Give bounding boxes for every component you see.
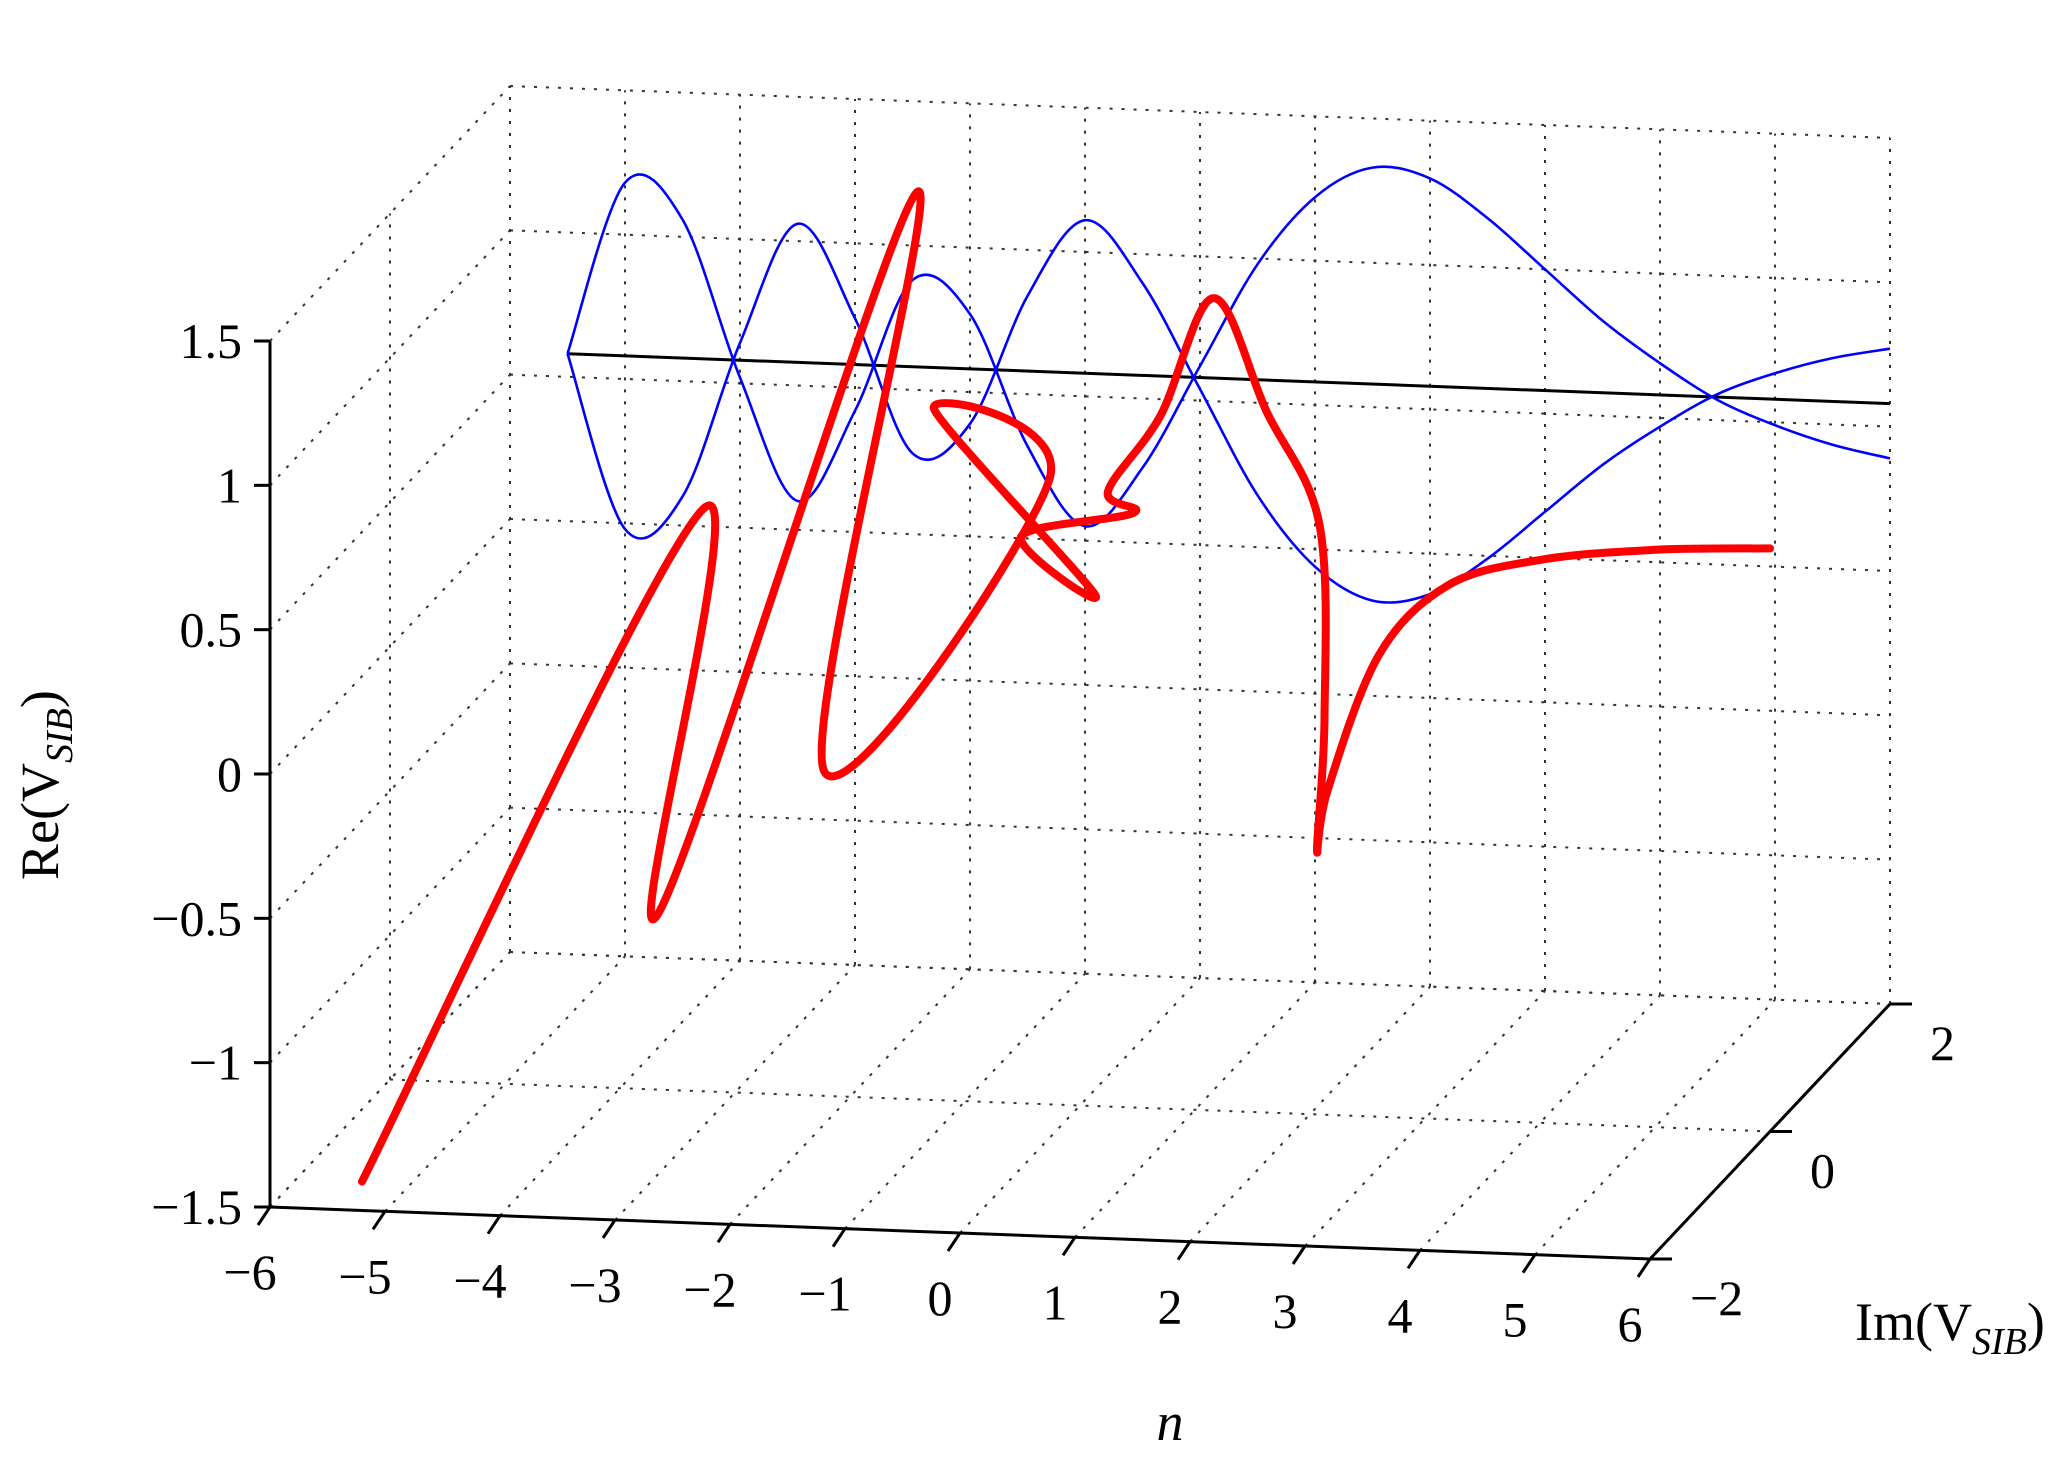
axes-layer bbox=[268, 341, 1892, 1261]
grid-layer bbox=[269, 85, 1891, 1260]
x-tick-mark-0 bbox=[256, 1206, 272, 1226]
x-tick-mark-4 bbox=[716, 1223, 732, 1244]
x-tick-label-9: 3 bbox=[1273, 1283, 1298, 1339]
x-tick-mark-7 bbox=[1061, 1236, 1077, 1257]
series-line-1 bbox=[566, 218, 1891, 604]
z-tick-label-5: 1 bbox=[217, 457, 242, 513]
grid-floor-x-3 bbox=[614, 964, 856, 1221]
y-tick-label-0: −2 bbox=[1690, 1270, 1743, 1326]
x-tick-mark-3 bbox=[601, 1219, 617, 1239]
grid-floor-x-4 bbox=[729, 968, 971, 1226]
y-axis-label-sub: SIB bbox=[1972, 1321, 2027, 1363]
z-tick-label-0: −1.5 bbox=[151, 1179, 242, 1235]
x-tick-label-0: −6 bbox=[223, 1244, 276, 1300]
x-tick-mark-12 bbox=[1636, 1258, 1652, 1278]
x-tick-label-6: 0 bbox=[928, 1270, 953, 1326]
z-axis-label-main: Re(V bbox=[10, 763, 70, 880]
tick-layer: −6 −5 −4 −3 −2 −1 0 1 2 3 4 5 6 −1.5 −1 −0.5 0 0.5 1 1.5 −2 0… bbox=[151, 313, 1955, 1352]
x-tick-mark-10 bbox=[1406, 1249, 1422, 1270]
x-tick-label-1: −5 bbox=[338, 1248, 391, 1304]
series-line-0 bbox=[566, 165, 1891, 528]
grid-floor-x-11 bbox=[1534, 998, 1776, 1256]
x-tick-mark-2 bbox=[486, 1214, 502, 1235]
grid-back-z-5 bbox=[509, 229, 1891, 284]
z-tick-label-3: 0 bbox=[217, 746, 242, 802]
grid-floor-x-10 bbox=[1419, 994, 1661, 1252]
grid-floor-y-1 bbox=[389, 1078, 1771, 1133]
x-tick-label-4: −2 bbox=[683, 1261, 736, 1317]
z-tick-label-6: 1.5 bbox=[180, 313, 243, 369]
series-line-3 bbox=[567, 352, 1891, 406]
x-tick-label-3: −3 bbox=[568, 1257, 621, 1313]
x-tick-mark-1 bbox=[371, 1210, 387, 1231]
grid-floor-y-2 bbox=[509, 951, 1891, 1005]
x-tick-label-5: −1 bbox=[798, 1266, 851, 1322]
series-line-2 bbox=[358, 187, 1774, 1186]
z-tick-label-1: −1 bbox=[189, 1035, 242, 1091]
z-tick-label-2: −0.5 bbox=[151, 890, 242, 946]
x-tick-label-11: 5 bbox=[1503, 1292, 1528, 1348]
x-tick-mark-6 bbox=[946, 1232, 962, 1252]
z-axis-label-sub: SIB bbox=[39, 708, 81, 763]
x-tick-label-12: 6 bbox=[1618, 1296, 1643, 1352]
y-axis-label: Im(VSIB) bbox=[1855, 1292, 2045, 1363]
z-axis-label: Re(VSIB) bbox=[10, 690, 81, 880]
x-tick-mark-5 bbox=[831, 1227, 847, 1248]
grid-floor-x-9 bbox=[1304, 990, 1546, 1247]
x-axis-label: n bbox=[1157, 1392, 1184, 1452]
grid-floor-x-6 bbox=[959, 977, 1201, 1234]
y-axis-label-close: ) bbox=[2027, 1292, 2045, 1352]
z-tick-label-4: 0.5 bbox=[180, 602, 243, 658]
x-tick-mark-11 bbox=[1521, 1253, 1537, 1274]
x-tick-label-8: 2 bbox=[1158, 1279, 1183, 1335]
grid-back-z-2 bbox=[509, 662, 1891, 717]
x-tick-mark-8 bbox=[1176, 1240, 1192, 1261]
grid-back-z-3 bbox=[509, 518, 1891, 572]
grid-back-z-1 bbox=[509, 806, 1891, 861]
x-tick-mark-9 bbox=[1291, 1245, 1307, 1265]
grid-floor-x-5 bbox=[844, 972, 1086, 1230]
grid-back-z-6 bbox=[509, 85, 1891, 139]
x-tick-label-7: 1 bbox=[1043, 1274, 1068, 1330]
grid-floor-x-8 bbox=[1189, 985, 1431, 1243]
y-axis-label-main: Im(V bbox=[1855, 1292, 1972, 1352]
y-tick-label-1: 0 bbox=[1810, 1143, 1835, 1199]
y-tick-label-2: 2 bbox=[1930, 1015, 1955, 1071]
z-axis-label-close: ) bbox=[10, 690, 70, 708]
x-tick-label-2: −4 bbox=[453, 1253, 506, 1309]
curve-layer bbox=[358, 165, 1891, 1186]
grid-floor-x-1 bbox=[384, 955, 626, 1213]
grid-back-z-4 bbox=[509, 373, 1891, 428]
x-tick-label-10: 4 bbox=[1388, 1287, 1413, 1343]
